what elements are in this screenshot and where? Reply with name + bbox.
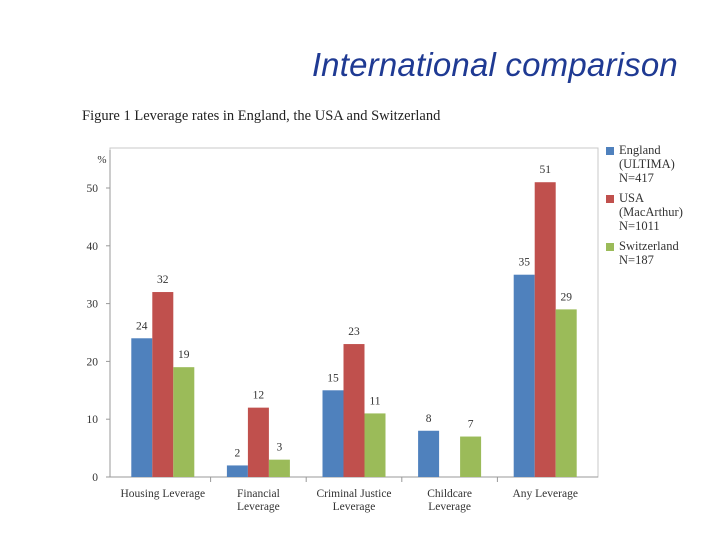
x-category-label: Any Leverage — [512, 488, 577, 500]
data-label: 51 — [539, 164, 551, 176]
bar-usa — [534, 182, 556, 477]
data-label: 7 — [468, 419, 474, 431]
bar-switzerland — [364, 413, 386, 477]
leverage-bar-chart: % 0 10 20 30 40 50 24 32 19 Housing Leverage 2 12 3 Fi… — [87, 147, 599, 513]
data-label: 23 — [348, 326, 360, 338]
y-tick-label: 10 — [87, 414, 99, 426]
x-category-label: Leverage — [428, 501, 471, 513]
bar-usa — [152, 292, 174, 477]
bar-england — [226, 465, 248, 477]
legend-item-switzerland: Switzerland N=187 — [606, 239, 716, 267]
data-label: 2 — [235, 447, 241, 459]
bar-usa — [343, 344, 365, 477]
slide-title: International comparison — [311, 46, 678, 83]
bar-england — [513, 274, 535, 477]
legend-swatch — [606, 147, 614, 155]
legend-swatch — [606, 243, 614, 251]
bar-england — [131, 338, 153, 477]
x-category-label: Housing Leverage — [120, 488, 205, 500]
bar-england — [418, 430, 440, 477]
x-category-label: Criminal Justice — [316, 488, 391, 500]
legend-item-usa: USA (MacArthur) N=1011 — [606, 191, 716, 233]
data-label: 11 — [369, 395, 380, 407]
bar-usa — [247, 407, 269, 477]
legend-swatch — [606, 195, 614, 203]
y-tick-label: 30 — [87, 299, 99, 311]
legend-label: Switzerland N=187 — [619, 239, 679, 267]
x-category-label: Financial — [237, 488, 280, 500]
data-label: 15 — [327, 372, 339, 384]
data-label: 8 — [426, 413, 432, 425]
y-tick-label: 0 — [92, 472, 98, 484]
bar-switzerland — [173, 367, 195, 477]
data-label: 32 — [157, 274, 169, 286]
data-label: 19 — [178, 349, 190, 361]
data-label: 12 — [253, 390, 265, 402]
bar-switzerland — [460, 436, 482, 477]
legend-label: England (ULTIMA) N=417 — [619, 143, 675, 185]
y-tick-label: 40 — [87, 241, 99, 253]
legend-label: USA (MacArthur) N=1011 — [619, 191, 683, 233]
figure-caption: Figure 1 Leverage rates in England, the … — [82, 108, 441, 124]
bar-england — [322, 390, 344, 477]
x-category-label: Childcare — [427, 488, 472, 500]
chart-legend: England (ULTIMA) N=417 USA (MacArthur) N=1011… — [606, 143, 716, 273]
y-tick-label: 20 — [87, 356, 99, 368]
bar-switzerland — [555, 309, 577, 477]
y-tick-label: 50 — [87, 183, 99, 195]
x-category-label: Leverage — [333, 501, 376, 513]
data-label: 24 — [136, 320, 148, 332]
y-axis-label: % — [97, 154, 106, 166]
data-label: 35 — [518, 257, 530, 269]
data-label: 29 — [560, 291, 572, 303]
data-label: 3 — [277, 442, 283, 454]
x-category-label: Leverage — [237, 501, 280, 513]
bar-switzerland — [268, 459, 290, 477]
legend-item-england: England (ULTIMA) N=417 — [606, 143, 716, 185]
